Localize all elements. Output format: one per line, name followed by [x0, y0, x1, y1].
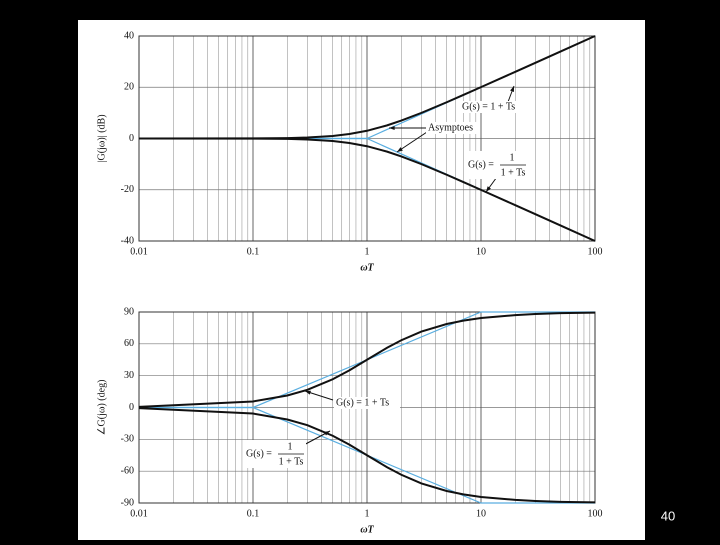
arrow-head: [324, 431, 330, 436]
annotation-bg: [460, 101, 526, 113]
y-tick-label: 0: [129, 402, 134, 413]
arrow-head: [389, 125, 395, 131]
y-tick-label: 30: [124, 370, 134, 381]
x-tick-label: 0.01: [130, 246, 148, 257]
y-tick-label: 40: [124, 30, 134, 41]
data-line: [138, 137, 596, 242]
annotation-arrow: [396, 131, 428, 153]
annotation: 1: [288, 441, 293, 452]
arrow-head: [305, 390, 311, 395]
x-tick-label: 1: [365, 508, 370, 519]
annotation: Asymptoes: [428, 122, 473, 133]
annotation: G(s) = 1 + Ts: [336, 397, 389, 408]
y-tick-label: -20: [121, 184, 134, 195]
y-tick-label: -90: [121, 497, 134, 508]
data-line: [138, 407, 596, 504]
y-tick-label: -40: [121, 235, 134, 246]
data-line: [138, 35, 596, 140]
annotation: 1 + Ts: [501, 167, 526, 178]
y-tick-label: -30: [121, 434, 134, 445]
data-line: [138, 311, 596, 408]
annotation-bg: [426, 122, 478, 134]
y-axis-label: |G(jω)| (dB): [96, 114, 107, 162]
arrow-head: [510, 86, 514, 92]
x-tick-label: 10: [476, 246, 486, 257]
arrow-head: [397, 147, 403, 152]
annotation: 1: [510, 152, 515, 163]
x-tick-label: 100: [588, 508, 603, 519]
y-axis-label: ∠G(jω) (deg): [96, 380, 107, 436]
x-tick-label: 10: [476, 508, 486, 519]
x-axis-label: ωT: [360, 524, 374, 535]
annotation: G(s) =: [468, 159, 494, 170]
y-tick-label: 90: [124, 306, 134, 317]
x-tick-label: 0.1: [247, 508, 260, 519]
x-tick-label: 0.1: [247, 246, 260, 257]
slide-number: 40: [661, 508, 675, 523]
x-axis-label: ωT: [360, 262, 374, 273]
x-tick-label: 1: [365, 246, 370, 257]
y-tick-label: 60: [124, 338, 134, 349]
x-tick-label: 100: [588, 246, 603, 257]
y-tick-label: 0: [129, 133, 134, 144]
y-tick-label: -60: [121, 465, 134, 476]
y-tick-label: 20: [124, 82, 134, 93]
annotation-bg: [334, 397, 400, 409]
x-tick-label: 0.01: [130, 508, 148, 519]
annotation: G(s) = 1 + Ts: [462, 101, 515, 112]
arrow-head: [486, 186, 491, 192]
annotation: 1 + Ts: [279, 456, 304, 467]
annotation: G(s) =: [246, 448, 272, 459]
